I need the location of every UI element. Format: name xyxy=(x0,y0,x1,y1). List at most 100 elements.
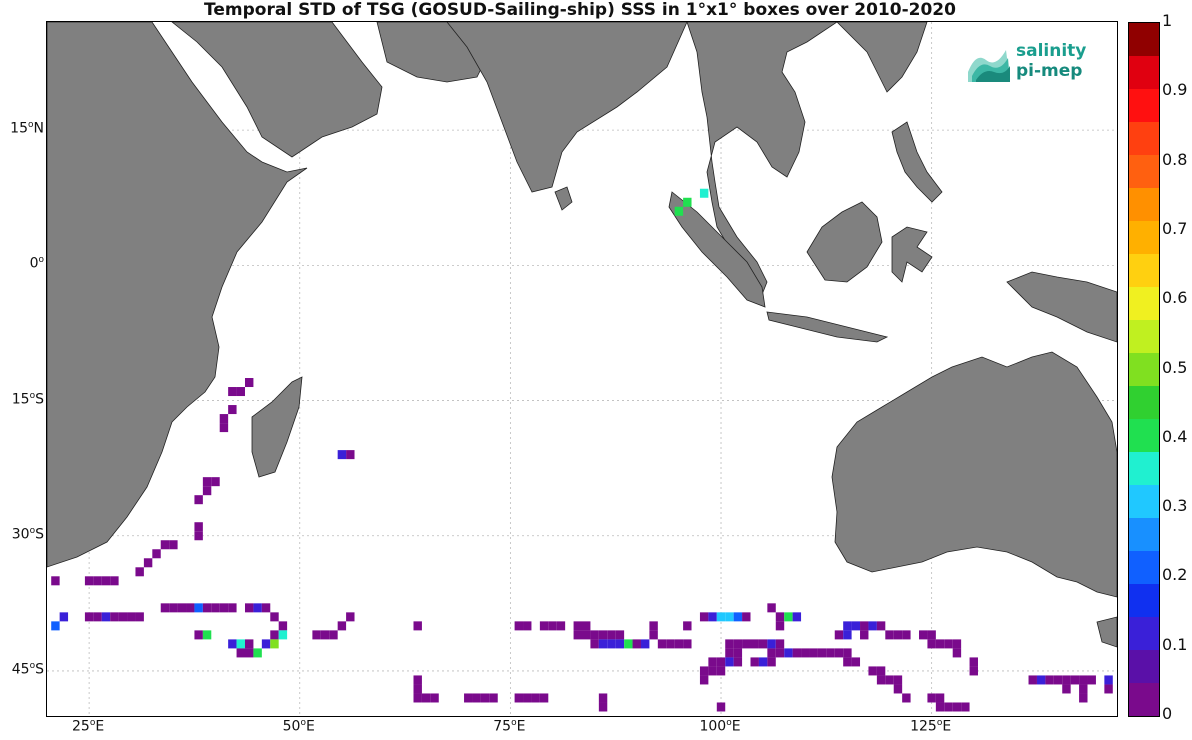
salinity-cell xyxy=(489,693,498,703)
salinity-cell xyxy=(927,693,936,703)
salinity-cell xyxy=(708,666,717,676)
salinity-cell xyxy=(1028,675,1037,685)
salinity-cell xyxy=(1104,684,1113,694)
salinity-cell xyxy=(194,531,203,541)
salinity-cell xyxy=(876,666,886,676)
lon-tick-label: 100oE xyxy=(699,718,741,735)
salinity-cell xyxy=(270,630,279,640)
salinity-cell xyxy=(202,630,212,640)
salinity-cell xyxy=(582,630,591,640)
salinity-cell xyxy=(329,630,338,640)
salinity-cell xyxy=(228,603,237,613)
logo-text-pimep: pi-mep xyxy=(1016,61,1083,81)
salinity-cell xyxy=(598,702,608,712)
salinity-cell xyxy=(876,621,886,631)
salinity-cell xyxy=(843,657,852,667)
land-australia xyxy=(831,351,1117,598)
salinity-cell xyxy=(228,639,237,649)
salinity-cell xyxy=(758,639,768,649)
salinity-cell xyxy=(194,603,203,613)
salinity-cell xyxy=(725,657,734,667)
salinity-cell xyxy=(573,621,582,631)
salinity-cell xyxy=(767,639,776,649)
map-title: Temporal STD of TSG (GOSUD-Sailing-ship)… xyxy=(204,0,956,20)
salinity-cell xyxy=(733,657,743,667)
salinity-cell xyxy=(716,702,726,712)
salinity-cell xyxy=(699,188,709,198)
salinity-cell xyxy=(860,630,869,640)
salinity-cell xyxy=(640,639,650,649)
salinity-cell xyxy=(817,648,827,658)
lat-tick-label: 15oN xyxy=(10,120,44,137)
salinity-cell xyxy=(657,639,667,649)
salinity-cell xyxy=(649,630,658,640)
salinity-cell xyxy=(725,639,734,649)
salinity-cell xyxy=(742,612,751,622)
land-java xyxy=(766,311,889,343)
salinity-cell xyxy=(902,693,911,703)
salinity-cell xyxy=(767,603,776,613)
salinity-cell xyxy=(93,576,102,586)
salinity-cell xyxy=(969,666,978,676)
salinity-cell xyxy=(624,639,633,649)
salinity-cell xyxy=(219,414,229,424)
salinity-cell xyxy=(952,702,962,712)
salinity-cell xyxy=(868,666,877,676)
salinity-cell xyxy=(101,612,111,622)
land-india xyxy=(446,22,688,193)
salinity-cell xyxy=(160,603,170,613)
salinity-cell xyxy=(843,621,852,631)
salinity-cell xyxy=(952,639,962,649)
salinity-cell xyxy=(278,630,288,640)
land-borneo xyxy=(806,201,883,283)
salinity-cell xyxy=(809,648,818,658)
salinity-cell xyxy=(961,702,970,712)
salinity-cell xyxy=(716,657,726,667)
salinity-cell xyxy=(236,639,245,649)
salinity-cell xyxy=(927,630,936,640)
salinity-cell xyxy=(919,630,928,640)
salinity-cell xyxy=(261,603,271,613)
salinity-cell xyxy=(750,657,759,667)
salinity-cell xyxy=(733,648,743,658)
salinity-cell xyxy=(598,693,608,703)
lon-tick-label: 125oE xyxy=(910,718,952,735)
salinity-cell xyxy=(244,648,254,658)
salinity-cell xyxy=(320,630,330,640)
salinity-cell xyxy=(834,630,844,640)
salinity-cell xyxy=(784,612,793,622)
salinity-cell xyxy=(590,639,599,649)
salinity-cell xyxy=(194,495,203,505)
salinity-cell xyxy=(607,639,616,649)
salinity-cell xyxy=(1036,675,1046,685)
land-china-south xyxy=(836,22,928,93)
salinity-cell xyxy=(590,630,599,640)
salinity-cell xyxy=(84,576,94,586)
salinity-cell xyxy=(632,639,641,649)
colorbar xyxy=(1128,22,1160,717)
salinity-cell xyxy=(615,630,625,640)
salinity-cell xyxy=(413,693,422,703)
lon-tick-label: 25oE xyxy=(72,718,105,735)
salinity-cell xyxy=(758,657,768,667)
salinity-cell xyxy=(1070,675,1080,685)
salinity-cell xyxy=(750,639,759,649)
land-madagascar xyxy=(251,376,303,478)
land-arabia xyxy=(171,22,383,158)
lat-tick-label: 15oS xyxy=(11,390,44,408)
salinity-cell xyxy=(927,639,936,649)
salinity-cell xyxy=(944,702,953,712)
salinity-cell xyxy=(716,612,726,622)
salinity-cell xyxy=(792,612,802,622)
salinity-cell xyxy=(666,639,675,649)
salinity-cell xyxy=(784,648,793,658)
salinity-cell xyxy=(775,612,785,622)
salinity-cell xyxy=(202,603,212,613)
salinity-cell xyxy=(708,657,717,667)
salinity-cell xyxy=(699,612,709,622)
salinity-cell xyxy=(127,612,136,622)
salinity-cell xyxy=(211,603,220,613)
landmasses xyxy=(47,22,1117,648)
salinity-cell xyxy=(152,549,161,559)
salinity-cell xyxy=(346,450,355,460)
